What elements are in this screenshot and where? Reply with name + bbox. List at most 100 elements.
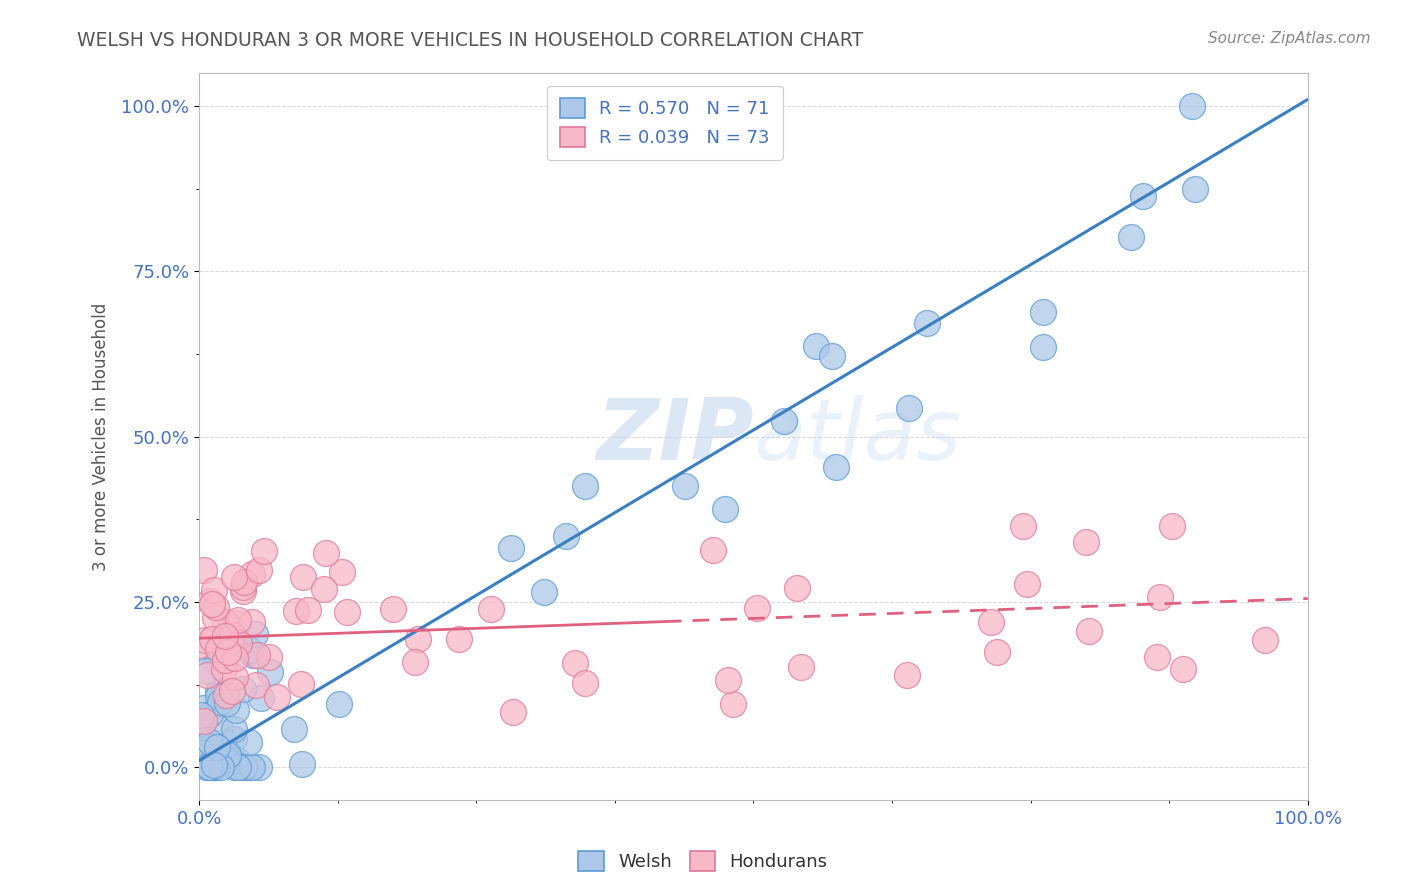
Point <box>200 707 222 722</box>
Point <box>257 650 280 665</box>
Point <box>202 582 225 597</box>
Text: Source: ZipAtlas.com: Source: ZipAtlas.com <box>1208 31 1371 46</box>
Point <box>253 544 276 558</box>
Point <box>191 746 214 760</box>
Point <box>1076 535 1098 549</box>
Point <box>240 566 263 581</box>
Point <box>328 698 350 712</box>
Point <box>673 479 696 493</box>
Point <box>217 645 239 659</box>
Legend: R = 0.570   N = 71, R = 0.039   N = 73: R = 0.570 N = 71, R = 0.039 N = 73 <box>547 86 783 160</box>
Point <box>233 575 256 590</box>
Point <box>217 749 239 764</box>
Point <box>190 721 212 735</box>
Point <box>786 581 808 595</box>
Point <box>1017 577 1039 591</box>
Point <box>1012 518 1035 533</box>
Point <box>240 760 263 774</box>
Text: atlas: atlas <box>754 395 962 478</box>
Point <box>239 642 262 657</box>
Point <box>209 695 232 709</box>
Point <box>224 615 246 630</box>
Point <box>201 760 224 774</box>
Point <box>238 735 260 749</box>
Point <box>207 640 229 655</box>
Point <box>194 633 217 648</box>
Point <box>330 565 353 579</box>
Point <box>226 753 249 767</box>
Point <box>217 747 239 762</box>
Point <box>1184 182 1206 196</box>
Point <box>201 632 224 647</box>
Point <box>555 529 578 543</box>
Point <box>224 570 246 584</box>
Point <box>202 760 225 774</box>
Point <box>217 750 239 764</box>
Point <box>1149 590 1171 604</box>
Point <box>290 677 312 691</box>
Point <box>214 652 236 666</box>
Point <box>200 594 222 608</box>
Point <box>481 601 503 615</box>
Point <box>825 460 848 475</box>
Point <box>209 760 232 774</box>
Point <box>224 731 246 746</box>
Point <box>290 756 312 771</box>
Point <box>228 636 250 650</box>
Point <box>191 701 214 715</box>
Point <box>314 582 336 597</box>
Point <box>1032 304 1054 318</box>
Point <box>717 673 740 687</box>
Point <box>218 620 240 634</box>
Point <box>574 675 596 690</box>
Point <box>207 642 229 657</box>
Point <box>382 602 405 616</box>
Point <box>198 735 221 749</box>
Point <box>233 760 256 774</box>
Point <box>242 648 264 662</box>
Point <box>243 627 266 641</box>
Point <box>723 697 745 711</box>
Point <box>285 603 308 617</box>
Point <box>224 651 246 665</box>
Point <box>240 615 263 630</box>
Y-axis label: 3 or more Vehicles in Household: 3 or more Vehicles in Household <box>93 302 110 571</box>
Point <box>1119 230 1142 244</box>
Point <box>1253 632 1275 647</box>
Point <box>336 605 359 619</box>
Point <box>215 696 238 710</box>
Point <box>233 760 256 774</box>
Point <box>232 580 254 594</box>
Text: ZIP: ZIP <box>596 395 754 478</box>
Point <box>449 632 471 646</box>
Point <box>266 690 288 705</box>
Point <box>564 656 586 670</box>
Point <box>198 760 221 774</box>
Point <box>193 714 215 729</box>
Point <box>896 668 918 682</box>
Point <box>283 722 305 736</box>
Point <box>190 707 212 722</box>
Point <box>198 760 221 774</box>
Point <box>224 670 246 684</box>
Point <box>702 543 724 558</box>
Point <box>297 603 319 617</box>
Point <box>247 564 270 578</box>
Point <box>1181 99 1204 113</box>
Point <box>194 664 217 678</box>
Point <box>224 722 246 736</box>
Point <box>214 615 236 629</box>
Point <box>204 611 226 625</box>
Point <box>214 753 236 767</box>
Point <box>201 597 224 611</box>
Point <box>1132 189 1154 203</box>
Point <box>204 600 226 615</box>
Point <box>232 681 254 696</box>
Point <box>190 742 212 756</box>
Point <box>821 349 844 363</box>
Point <box>215 688 238 702</box>
Point <box>247 760 270 774</box>
Point <box>1161 518 1184 533</box>
Point <box>198 739 221 754</box>
Point <box>190 639 212 653</box>
